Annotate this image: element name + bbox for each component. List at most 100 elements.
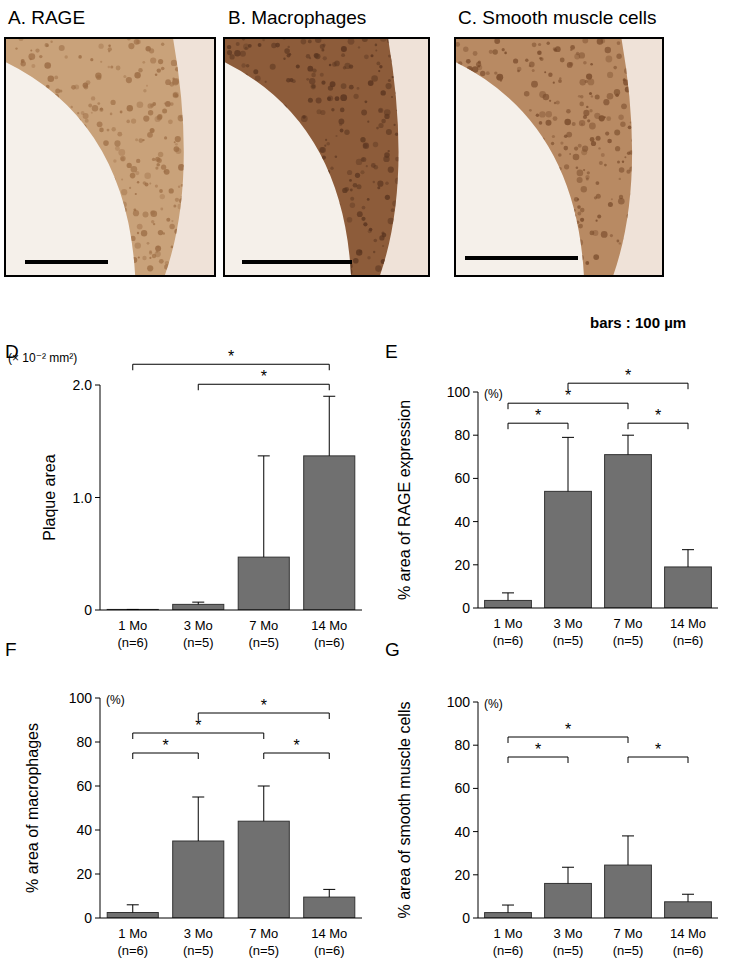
cell [234,208,238,212]
cell [305,218,307,220]
cell [391,57,397,63]
cell [87,232,93,238]
cell [43,163,45,165]
figure: A. RAGEB. MacrophagesC. Smooth muscle ce… [0,0,737,964]
cell [642,271,646,275]
cell [639,81,644,86]
cell [246,247,252,253]
cell [395,133,398,136]
cell [253,69,258,74]
cell [546,111,552,117]
cell [99,108,103,112]
cell [405,197,408,200]
cell [420,127,425,132]
cell [422,58,424,60]
adventitia [5,38,215,276]
cell [269,185,272,188]
cell [384,114,389,119]
cell [548,204,551,207]
cell [461,104,465,108]
cell [270,64,276,70]
cell [138,256,140,258]
cell [7,170,9,172]
cell [604,164,607,167]
cell [284,48,290,54]
x-axis [478,608,718,609]
cell [590,63,593,66]
cell [308,140,313,145]
cell [171,246,174,249]
cell [262,130,268,136]
cell [363,143,368,148]
cell [522,188,528,194]
cell [386,129,392,135]
cell [226,174,230,178]
cell [350,189,353,192]
cell [577,177,583,183]
cell [341,83,347,89]
cell [330,167,333,170]
cell [169,224,174,229]
cell [481,165,486,170]
cell [517,124,523,130]
bar [173,841,224,918]
cell [100,61,102,63]
x-tick-line: (n=6) [117,635,148,650]
cell [298,146,301,149]
cell [256,138,260,142]
cell [233,128,238,133]
cell [155,74,158,77]
cell [368,80,374,86]
cell [490,243,495,248]
cell [537,215,542,220]
cell [553,116,558,121]
cell [411,260,415,264]
cell [490,168,492,170]
cell [269,187,274,192]
cell [9,76,15,82]
cell [278,264,280,266]
cell [467,66,473,72]
panel-letter: E [385,341,398,362]
cell [511,140,514,143]
cell [585,261,589,265]
cell [502,148,508,154]
cell [539,91,546,98]
cell [195,252,199,256]
cell [392,200,398,206]
cell [563,204,569,210]
cell [625,266,629,270]
cell [545,182,550,187]
cell [628,125,632,129]
cell [614,130,620,136]
cell [548,73,552,77]
cell [208,62,213,67]
cell [201,211,206,216]
cell [589,123,596,130]
cell [316,193,320,197]
cell [547,270,551,274]
cell [620,122,625,127]
cell [341,46,347,52]
cell [190,67,193,70]
cell [174,141,176,143]
cell [165,101,171,107]
cell [502,48,505,51]
cell [288,46,290,48]
cell [301,115,308,122]
x-tick-line: 3 Mo [184,618,213,633]
cell [159,259,164,264]
cell [391,208,395,212]
cell [142,61,145,64]
cell [251,133,256,138]
cell [404,161,407,164]
cell [299,196,303,200]
y-tick [95,385,100,386]
cell [375,44,378,47]
cell [502,163,505,166]
cell [320,44,325,49]
cell [528,180,533,185]
cell [605,47,611,53]
cell [267,176,272,181]
x-tick-line: 3 Mo [554,616,583,631]
